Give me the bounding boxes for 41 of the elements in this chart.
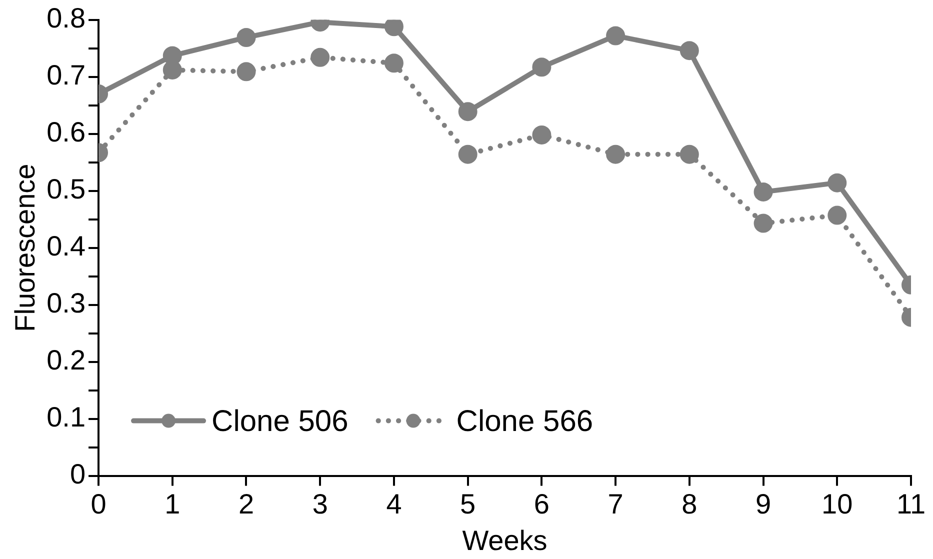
point [754,214,773,233]
point [236,28,256,47]
point [680,144,699,164]
x-tick-label: 10 [822,488,853,520]
point [754,182,773,202]
x-axis-title: Weeks [462,524,548,556]
point [828,206,847,225]
point [606,144,626,164]
y-tick-label: 0.6 [46,116,86,148]
legend-label: Clone 506 [212,405,348,438]
point [458,144,478,164]
point [606,26,626,46]
point [458,102,478,122]
y-tick-label: 0.7 [46,60,86,91]
x-tick-label: 2 [238,488,254,520]
y-tick-label: 0.4 [46,230,86,262]
point [828,173,847,192]
x-tick-label: 1 [164,488,180,520]
y-tick-label: 0.3 [46,288,86,319]
point [310,48,330,67]
y-tick-label: 0.1 [46,402,86,433]
y-axis-title: Fluorescence [10,164,41,332]
legend-label: Clone 566 [456,405,594,438]
point [384,54,404,73]
x-tick-label: 8 [682,488,698,520]
y-tick-label: 0.5 [46,174,86,205]
y-tick-label: 0 [70,458,86,490]
point [680,41,699,60]
x-tick-label: 6 [534,488,550,520]
point [532,125,552,144]
y-tick-label: 0.2 [46,344,86,376]
x-tick-label: 0 [90,488,106,520]
x-tick-label: 4 [386,488,402,520]
x-tick-label: 7 [608,488,624,520]
x-tick-label: 3 [312,488,328,520]
x-tick-label: 11 [896,488,926,520]
y-tick-label: 0.8 [46,2,86,34]
point [532,58,552,77]
x-tick-label: 9 [755,488,772,520]
x-tick-label: 5 [460,488,476,520]
point [236,62,256,82]
